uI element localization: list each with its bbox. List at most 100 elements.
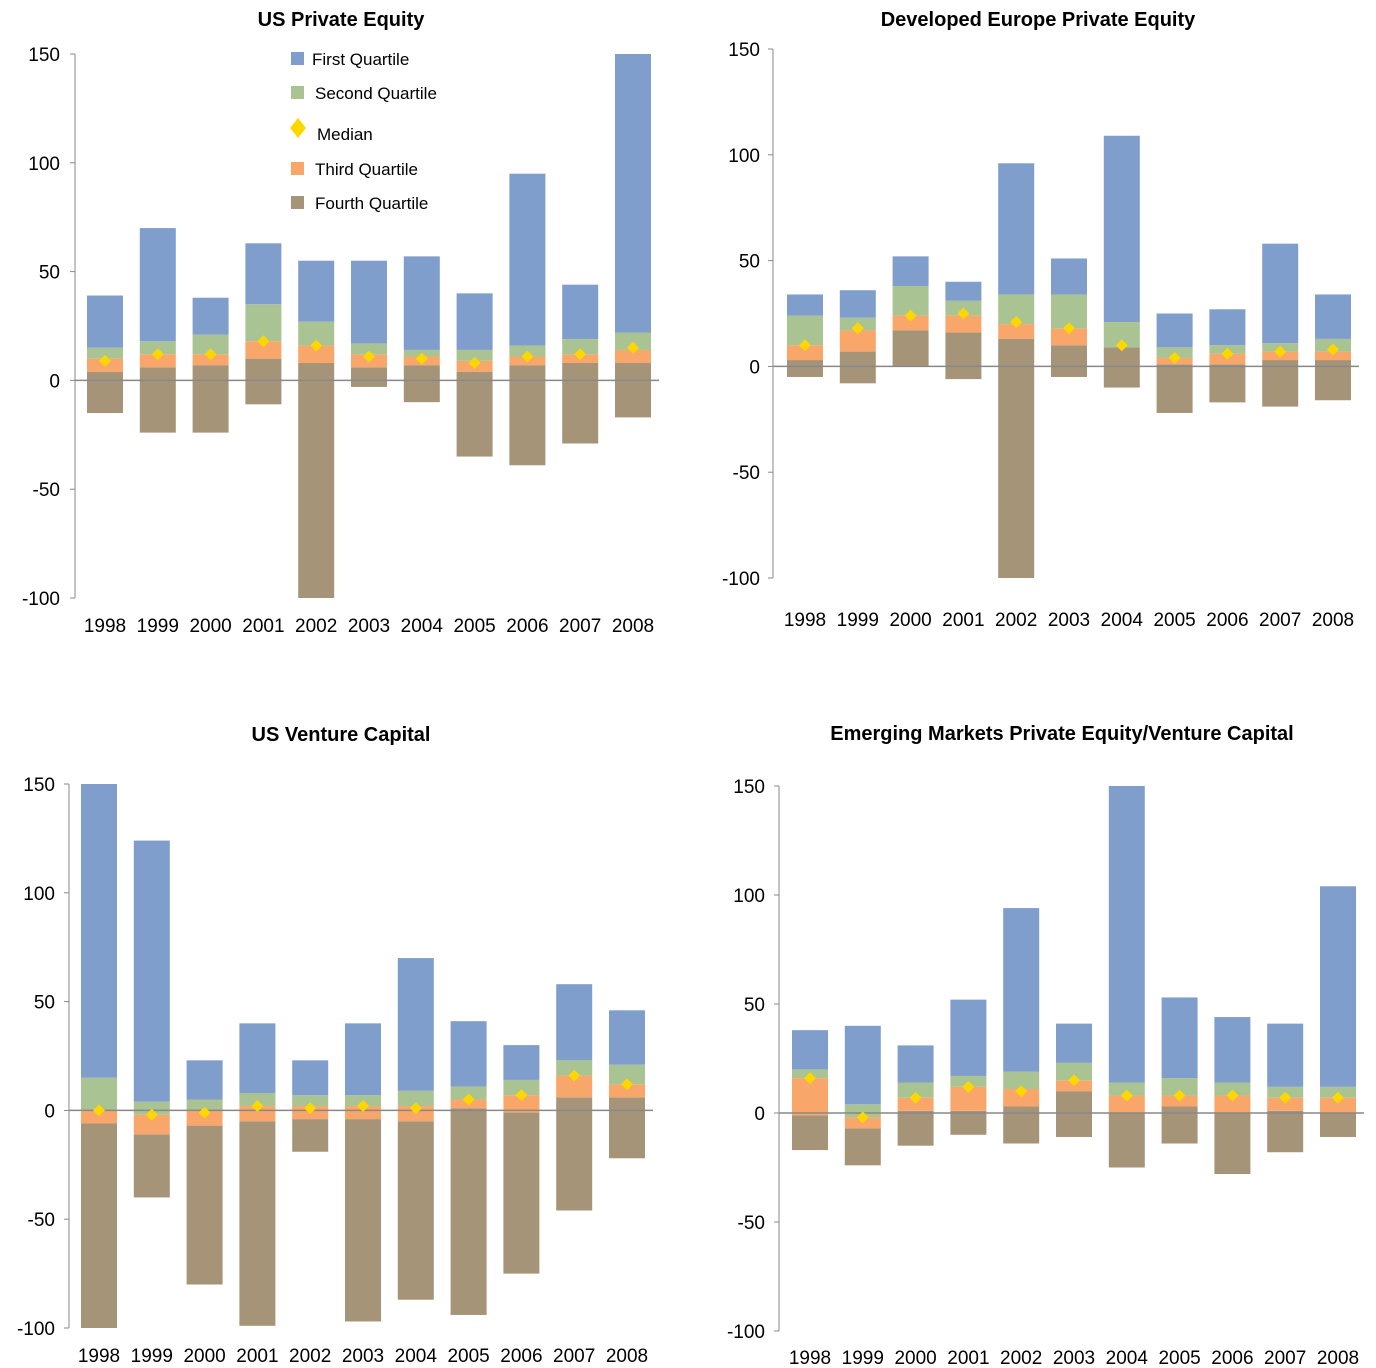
bar-fourth-quartile-2006	[509, 365, 546, 466]
x-tick-label: 2006	[1211, 1348, 1253, 1368]
bar-fourth-quartile-1999	[133, 1134, 170, 1198]
x-tick-label: 2005	[453, 616, 495, 637]
bar-fourth-quartile-1999	[139, 367, 176, 433]
median-marker-1998	[804, 1072, 816, 1085]
bar-third-quartile-2000	[897, 1097, 934, 1111]
bar-first-quartile-2003	[351, 260, 387, 344]
y-tick-label: -50	[733, 463, 760, 484]
median-marker-2006	[515, 1089, 528, 1102]
bar-second-quartile-2005	[1161, 1078, 1198, 1096]
bar-first-quartile-2004	[403, 256, 440, 350]
chart-title: US Private Equity	[258, 9, 426, 31]
y-tick-label: 50	[744, 995, 765, 1016]
bar-second-quartile-1999	[133, 1101, 170, 1115]
x-tick-label: 2000	[889, 610, 931, 631]
bar-fourth-quartile-1998	[87, 371, 123, 414]
bar-first-quartile-2005	[456, 293, 493, 350]
bar-fourth-quartile-2000	[192, 365, 229, 433]
bar-fourth-quartile-2008	[615, 362, 651, 418]
bar-first-quartile-2000	[892, 256, 929, 286]
legend-label-second-quartile: Second Quartile	[315, 84, 437, 103]
bar-third-quartile-2003	[1051, 328, 1087, 346]
bar-third-quartile-1999	[133, 1114, 170, 1135]
bar-fourth-quartile-1998	[787, 360, 823, 377]
legend-label-first-quartile: First Quartile	[312, 50, 409, 69]
legend-label-median: Median	[317, 125, 373, 144]
x-tick-label: 2007	[1259, 610, 1301, 631]
median-marker-2003	[1063, 322, 1075, 335]
x-tick-label: 2002	[1000, 1348, 1042, 1368]
bar-second-quartile-2003	[351, 343, 387, 355]
y-tick-label: -100	[17, 1319, 55, 1340]
y-tick-label: -50	[33, 480, 60, 501]
bar-first-quartile-2004	[1108, 786, 1145, 1083]
y-tick-label: -100	[722, 569, 760, 590]
bar-fourth-quartile-2000	[186, 1125, 223, 1285]
bar-third-quartile-1998	[81, 1110, 117, 1124]
bar-first-quartile-1998	[792, 1030, 828, 1070]
bar-fourth-quartile-2001	[239, 1121, 276, 1326]
bar-first-quartile-2000	[192, 297, 229, 335]
x-tick-label: 2001	[942, 610, 984, 631]
bar-third-quartile-2001	[950, 1086, 987, 1111]
bar-third-quartile-1999	[139, 354, 176, 368]
bar-first-quartile-2007	[1267, 1023, 1304, 1087]
x-tick-label: 2005	[447, 1346, 489, 1367]
bar-second-quartile-2000	[186, 1099, 223, 1111]
bar-fourth-quartile-2006	[1209, 364, 1246, 403]
bar-third-quartile-2002	[298, 345, 335, 363]
bar-fourth-quartile-2005	[1156, 364, 1193, 413]
bar-first-quartile-2004	[1103, 135, 1140, 322]
chart-panel-developed-europe-private-equity: Developed Europe Private Equity 150 100 50…	[722, 9, 1359, 631]
median-marker-2000	[198, 1106, 211, 1119]
x-tick-label: 1998	[78, 1346, 120, 1367]
median-marker-2007	[568, 1069, 581, 1082]
bar-fourth-quartile-2007	[562, 362, 599, 444]
bar-fourth-quartile-1998	[792, 1115, 828, 1151]
median-marker-2001	[962, 1080, 975, 1093]
bar-fourth-quartile-2007	[1267, 1110, 1304, 1153]
bar-first-quartile-2007	[562, 284, 599, 340]
bar-second-quartile-2001	[239, 1092, 276, 1107]
bar-second-quartile-2004	[1108, 1082, 1145, 1096]
x-tick-label: 2004	[1106, 1348, 1149, 1368]
bar-first-quartile-2005	[1156, 313, 1193, 348]
median-marker-2002	[310, 339, 323, 352]
bar-second-quartile-2005	[450, 1086, 487, 1100]
bar-first-quartile-2002	[292, 1060, 329, 1096]
bar-first-quartile-2008	[615, 54, 651, 333]
x-tick-label: 2001	[242, 616, 284, 637]
x-tick-label: 2006	[506, 616, 548, 637]
bar-fourth-quartile-2006	[503, 1112, 540, 1274]
median-marker-2007	[1279, 1091, 1292, 1104]
plot-area: 150 100 50 0 -50 -100 1998 1999 2000 2001 2002 2003…	[727, 777, 1364, 1368]
x-tick-label: 1999	[131, 1346, 173, 1367]
y-tick-label: 150	[23, 775, 55, 796]
bar-third-quartile-2008	[609, 1084, 645, 1098]
bar-fourth-quartile-2005	[456, 371, 493, 457]
x-tick-label: 1998	[789, 1348, 831, 1368]
x-tick-label: 2007	[1264, 1348, 1306, 1368]
bar-second-quartile-2001	[245, 304, 282, 342]
y-tick-label: 100	[28, 154, 60, 175]
legend-swatch-median	[290, 118, 306, 138]
bar-fourth-quartile-2003	[1051, 345, 1087, 377]
bar-third-quartile-1999	[839, 330, 876, 352]
bar-second-quartile-1999	[844, 1104, 881, 1118]
x-tick-label: 2006	[500, 1346, 542, 1367]
bar-fourth-quartile-2007	[1262, 360, 1299, 407]
x-tick-label: 2001	[947, 1348, 989, 1368]
bar-first-quartile-2002	[998, 163, 1035, 295]
median-marker-2004	[1120, 1089, 1133, 1102]
y-tick-label: 0	[44, 1101, 55, 1122]
median-marker-2005	[462, 1093, 475, 1106]
bar-first-quartile-1999	[133, 840, 170, 1102]
median-marker-2005	[1173, 1089, 1186, 1102]
bar-third-quartile-2008	[1320, 1097, 1356, 1113]
bar-fourth-quartile-2001	[950, 1110, 987, 1135]
x-tick-label: 2004	[395, 1346, 438, 1367]
legend-label-fourth-quartile: Fourth Quartile	[315, 194, 428, 213]
x-tick-label: 2004	[401, 616, 444, 637]
x-tick-label: 2000	[894, 1348, 936, 1368]
